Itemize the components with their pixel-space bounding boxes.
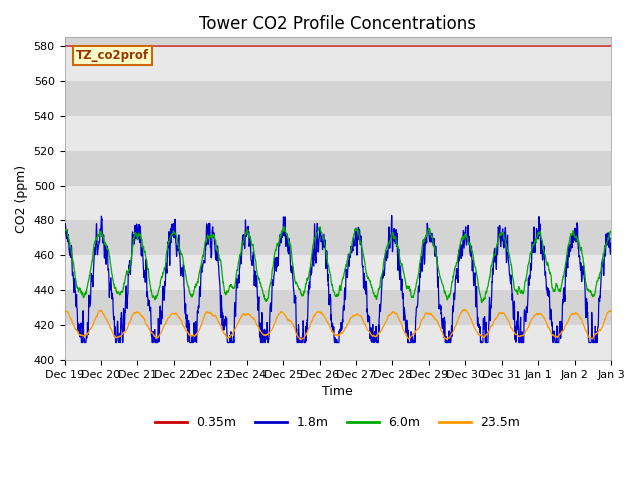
X-axis label: Time: Time — [323, 385, 353, 398]
Bar — [65, 81, 611, 116]
Bar — [65, 46, 611, 81]
Title: Tower CO2 Profile Concentrations: Tower CO2 Profile Concentrations — [199, 15, 476, 33]
Bar — [65, 186, 611, 220]
Bar — [65, 325, 611, 360]
Bar — [65, 290, 611, 325]
Bar — [65, 151, 611, 186]
Bar — [65, 255, 611, 290]
Bar — [65, 11, 611, 46]
Legend: 0.35m, 1.8m, 6.0m, 23.5m: 0.35m, 1.8m, 6.0m, 23.5m — [150, 411, 525, 434]
Y-axis label: CO2 (ppm): CO2 (ppm) — [15, 165, 28, 233]
Text: TZ_co2prof: TZ_co2prof — [76, 48, 148, 61]
Bar — [65, 220, 611, 255]
Bar — [65, 116, 611, 151]
